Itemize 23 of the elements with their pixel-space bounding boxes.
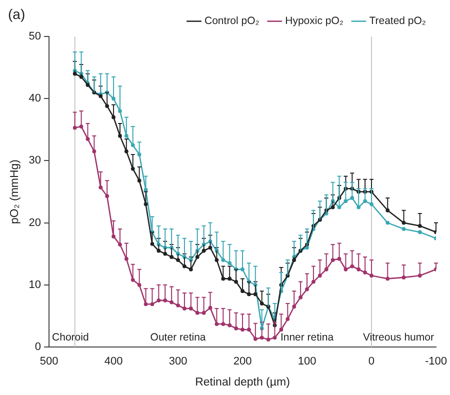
annotation: Outer retina [150, 332, 206, 344]
x-tick-label: 300 [168, 356, 188, 368]
legend-label: Treated pO₂ [369, 15, 426, 28]
x-tick-label: 400 [104, 356, 123, 368]
x-tick-label: 200 [233, 356, 252, 368]
y-tick-label: 20 [28, 216, 42, 229]
x-tick-label: 0 [368, 356, 375, 368]
legend-label: Control pO₂ [204, 15, 260, 28]
y-tick-label: 0 [34, 341, 42, 354]
x-tick-label: 100 [298, 356, 316, 368]
y-tick-label: 50 [28, 30, 42, 43]
x-tick-label: 500 [40, 356, 58, 368]
text: (a) [8, 6, 26, 22]
x-tick-label: -100 [424, 356, 448, 368]
annotation: Vitreous humor [362, 332, 434, 344]
y-tick-label: 30 [28, 154, 42, 167]
annotation: Choroid [52, 332, 89, 344]
legend-label: Hypoxic pO₂ [285, 15, 344, 28]
y-tick-label: 40 [28, 92, 42, 105]
annotation: Inner retina [280, 332, 334, 344]
x-axis-title: Retinal depth (µm) [195, 376, 290, 388]
y-axis-title: pO₂ (mmHg) [9, 159, 22, 224]
y-tick-label: 10 [28, 278, 42, 291]
